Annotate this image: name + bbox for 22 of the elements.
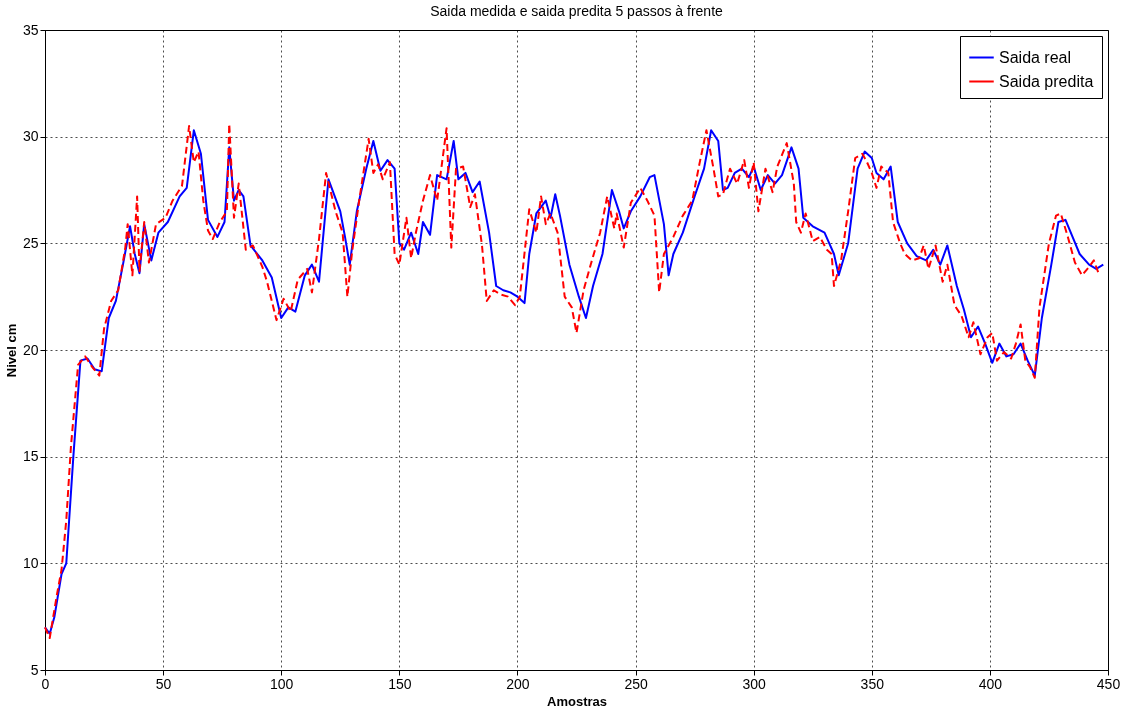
x-tick-label: 350 — [860, 675, 885, 692]
legend-label: Saida real — [999, 48, 1072, 66]
x-tick-label: 150 — [388, 675, 412, 692]
chart-title: Saida medida e saida predita 5 passos à frente — [430, 3, 724, 19]
x-tick-label: 100 — [270, 675, 294, 692]
y-tick-label: 35 — [22, 21, 39, 38]
x-tick-label: 400 — [978, 675, 1003, 692]
y-tick-label: 10 — [22, 554, 39, 571]
x-axis-title: Amostras — [547, 693, 607, 709]
y-tick-label: 30 — [22, 128, 39, 145]
x-tick-label: 0 — [41, 675, 50, 692]
x-tick-label: 450 — [1096, 675, 1121, 692]
x-tick-label: 50 — [155, 675, 172, 692]
y-tick-label: 15 — [22, 448, 39, 465]
y-axis-title: Nivel cm — [3, 323, 19, 378]
x-tick-label: 250 — [624, 675, 648, 692]
x-tick-label: 300 — [742, 675, 767, 692]
x-tick-label: 200 — [506, 675, 530, 692]
y-tick-label: 5 — [30, 661, 39, 678]
legend-label: Saida predita — [999, 72, 1094, 90]
y-tick-label: 20 — [22, 341, 39, 358]
y-tick-label: 25 — [22, 234, 39, 251]
